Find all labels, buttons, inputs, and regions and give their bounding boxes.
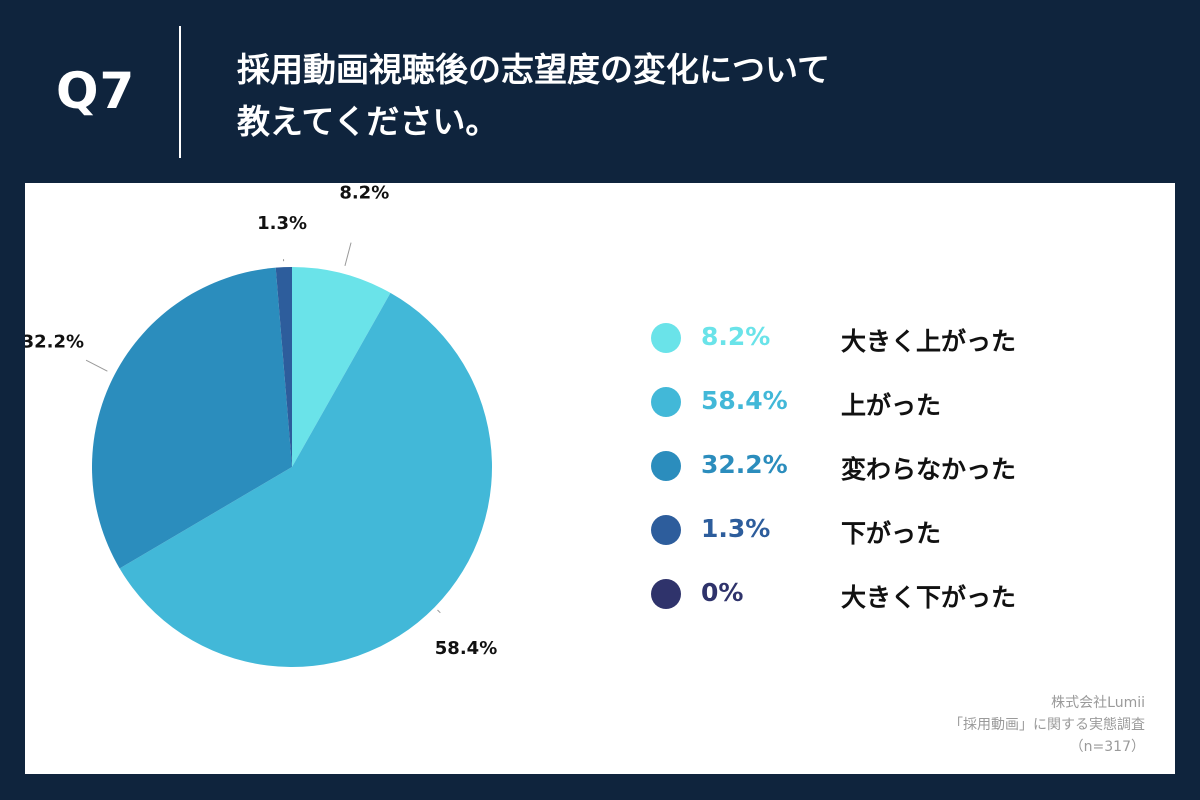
legend-label: 大きく下がった <box>841 583 1017 612</box>
pie-slice <box>275 267 292 467</box>
leader-line <box>437 609 441 614</box>
header-divider <box>179 26 181 158</box>
pie-slice <box>91 267 292 569</box>
data-label: 32.2% <box>25 332 84 353</box>
pie-chart: 8.2% 58.4% 32.2% 1.3% <box>25 183 497 667</box>
data-label: 1.3% <box>257 213 307 234</box>
question-title-line1: 採用動画視聴後の志望度の変化について <box>237 50 831 89</box>
legend-swatch <box>651 515 681 545</box>
leader-line <box>344 242 352 266</box>
legend-label: 大きく上がった <box>841 327 1017 356</box>
source-survey: 「採用動画」に関する実態調査 <box>949 717 1145 733</box>
question-title: 採用動画視聴後の志望度の変化について 教えてください。 <box>237 44 1137 148</box>
header: Q7 採用動画視聴後の志望度の変化について 教えてください。 <box>0 0 1200 182</box>
legend-label: 上がった <box>841 391 942 420</box>
legend-value: 58.4% <box>701 386 788 415</box>
legend-value: 8.2% <box>701 322 771 351</box>
legend-swatch <box>651 387 681 417</box>
question-title-line2: 教えてください。 <box>237 102 499 141</box>
legend-swatch <box>651 323 681 353</box>
legend-swatch <box>651 579 681 609</box>
legend-swatch <box>651 451 681 481</box>
legend-label: 下がった <box>841 519 942 548</box>
pie-slice <box>119 292 493 667</box>
legend-label: 変わらなかった <box>841 455 1017 484</box>
data-label: 8.2% <box>339 183 389 203</box>
leader-line <box>85 359 108 372</box>
legend-value: 1.3% <box>701 514 771 543</box>
source-company: 株式会社Lumii <box>1051 695 1145 711</box>
data-label: 58.4% <box>435 638 497 659</box>
chart-panel: 8.2% 58.4% 32.2% 1.3% 8.2% 大きく上がった 58.4% 上がった 3… <box>25 183 1175 774</box>
source-note: 株式会社Lumii 「採用動画」に関する実態調査 （n=317） <box>949 692 1145 758</box>
pie-slice <box>292 267 391 467</box>
legend-value: 32.2% <box>701 450 788 479</box>
source-sample-size: （n=317） <box>1069 739 1145 755</box>
legend-value: 0% <box>701 578 744 607</box>
question-number: Q7 <box>56 62 136 120</box>
